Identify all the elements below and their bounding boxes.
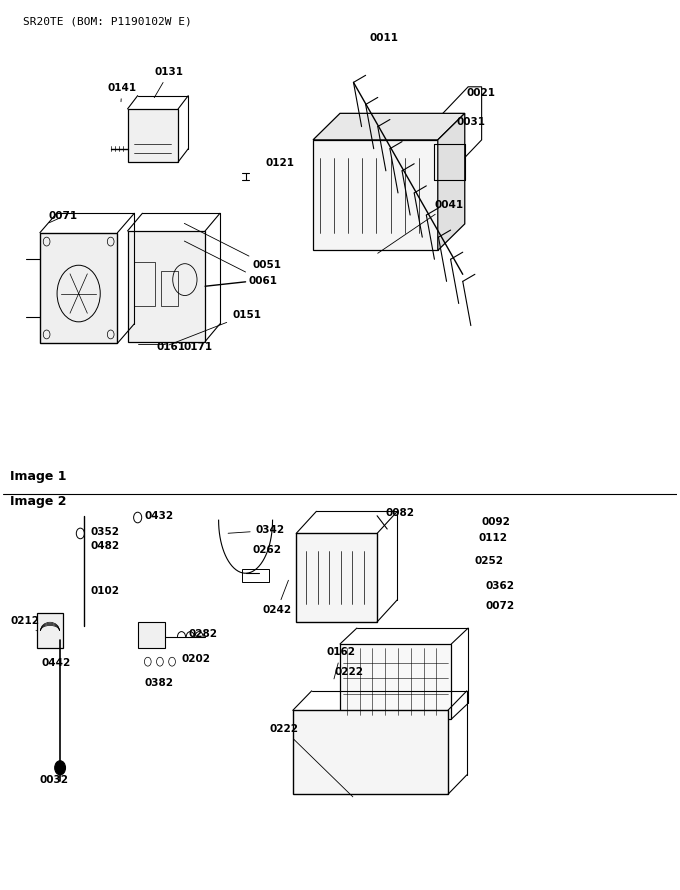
Text: 0041: 0041 — [377, 200, 464, 254]
Bar — [161, 271, 178, 306]
Bar — [128, 231, 205, 342]
Text: 0121: 0121 — [266, 158, 295, 168]
Text: 0342: 0342 — [228, 525, 285, 536]
Text: 0212: 0212 — [11, 616, 40, 631]
Text: 0021: 0021 — [466, 87, 496, 98]
Bar — [40, 232, 118, 344]
Text: SR20TE (BOM: P1190102W E): SR20TE (BOM: P1190102W E) — [23, 16, 192, 26]
Text: 0071: 0071 — [49, 212, 78, 222]
Bar — [293, 710, 448, 795]
Text: Image 1: Image 1 — [10, 470, 66, 483]
Text: 0432: 0432 — [144, 511, 173, 522]
Text: 0262: 0262 — [252, 545, 282, 554]
Text: 0051: 0051 — [184, 223, 282, 270]
Bar — [296, 533, 377, 622]
Text: 0352: 0352 — [90, 527, 120, 538]
Text: 0112: 0112 — [478, 532, 507, 543]
Text: Image 2: Image 2 — [10, 496, 66, 508]
Bar — [242, 569, 269, 582]
Text: 0282: 0282 — [188, 629, 217, 639]
Text: 0482: 0482 — [90, 541, 120, 552]
Text: 0161: 0161 — [156, 343, 186, 352]
Text: 0242: 0242 — [262, 580, 292, 615]
Bar — [340, 644, 452, 719]
Bar — [137, 622, 165, 649]
Text: 0162: 0162 — [326, 648, 356, 679]
Bar — [134, 262, 154, 306]
Text: 0011: 0011 — [369, 33, 398, 43]
Text: 0032: 0032 — [40, 775, 69, 785]
Text: 0141: 0141 — [107, 84, 137, 101]
Text: 0082: 0082 — [386, 508, 415, 518]
Bar — [37, 613, 63, 649]
Text: 0202: 0202 — [182, 653, 211, 664]
Text: 0222: 0222 — [269, 724, 353, 797]
Text: 0252: 0252 — [475, 555, 504, 565]
Text: 0382: 0382 — [144, 677, 173, 688]
Text: 0151: 0151 — [169, 310, 261, 345]
Polygon shape — [438, 113, 464, 250]
Text: 0031: 0031 — [456, 117, 485, 127]
Text: 0092: 0092 — [481, 516, 511, 527]
Bar — [128, 109, 178, 162]
Circle shape — [54, 761, 65, 775]
Text: 0222: 0222 — [335, 667, 364, 677]
Text: 0102: 0102 — [90, 586, 120, 595]
Bar — [313, 140, 438, 250]
Text: 0442: 0442 — [42, 658, 71, 668]
Text: 0061: 0061 — [184, 241, 278, 286]
Text: 0362: 0362 — [485, 581, 514, 591]
Polygon shape — [313, 113, 464, 140]
Text: 0072: 0072 — [485, 601, 514, 611]
Text: 0171: 0171 — [184, 343, 213, 352]
Text: 0131: 0131 — [154, 68, 184, 98]
